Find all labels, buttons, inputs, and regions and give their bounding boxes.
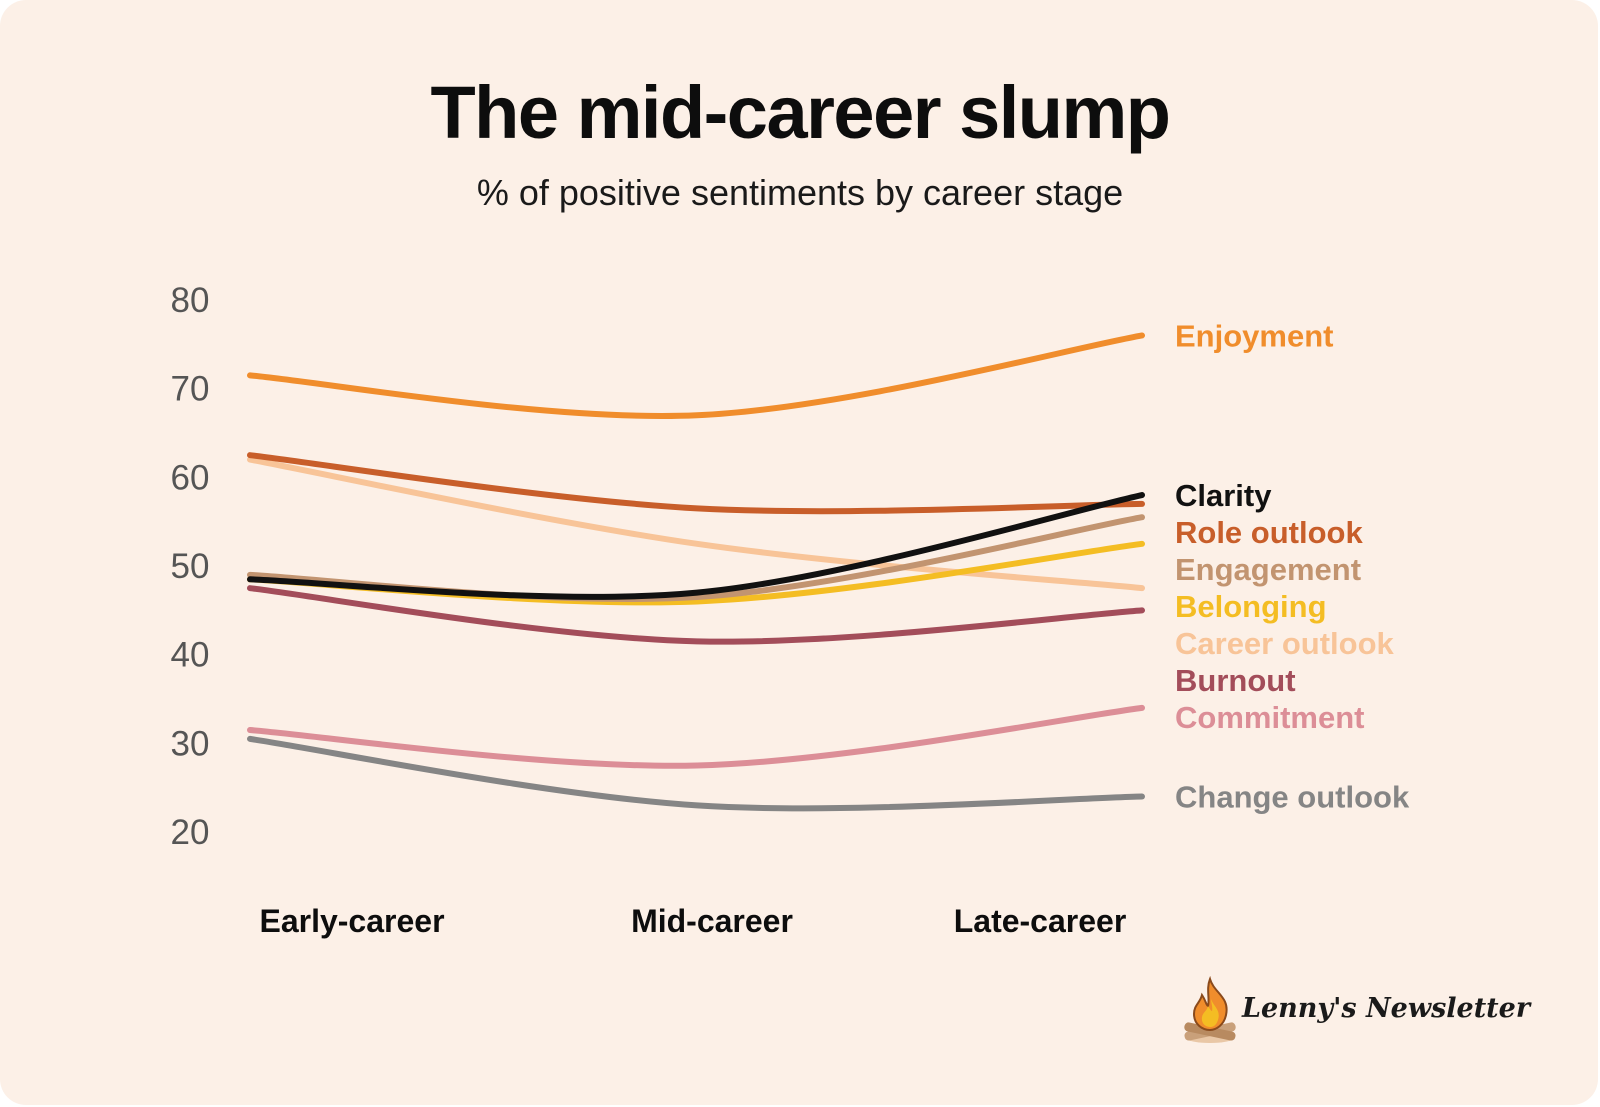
- series-line-career-outlook: [247, 456, 1145, 592]
- x-axis: Early-career Mid-career Late-career: [259, 903, 1126, 939]
- y-tick-label: 20: [171, 813, 210, 852]
- y-tick-label: 50: [171, 547, 210, 586]
- brand-logo: Lenny's Newsletter: [1180, 975, 1530, 1045]
- legend-label-clarity: Clarity: [1175, 478, 1272, 513]
- series-line-burnout: [247, 585, 1145, 645]
- series-line-role-outlook: [247, 452, 1145, 515]
- legend-label-career-outlook: Career outlook: [1175, 626, 1395, 661]
- series-line-change-outlook: [247, 735, 1145, 812]
- legend-label-role-outlook: Role outlook: [1175, 515, 1363, 550]
- series-line-commitment: [247, 704, 1145, 769]
- campfire-icon: [1184, 975, 1236, 1043]
- x-tick-label: Mid-career: [631, 903, 793, 939]
- legend-label-commitment: Commitment: [1175, 700, 1364, 735]
- y-tick-label: 40: [171, 636, 210, 675]
- y-tick-label: 30: [171, 724, 210, 763]
- brand-name: Lenny's Newsletter: [1242, 993, 1531, 1024]
- legend-label-burnout: Burnout: [1175, 663, 1296, 698]
- series-line-enjoyment: [247, 332, 1145, 419]
- x-tick-label: Late-career: [954, 903, 1127, 939]
- y-tick-label: 60: [171, 458, 210, 497]
- chart-subtitle: % of positive sentiments by career stage: [476, 172, 1124, 213]
- legend-label-enjoyment: Enjoyment: [1175, 318, 1333, 353]
- chart-title: The mid-career slump: [430, 71, 1171, 154]
- series-lines: [247, 332, 1145, 812]
- legend-label-belonging: Belonging: [1175, 589, 1327, 624]
- y-tick-label: 70: [171, 370, 210, 409]
- y-tick-label: 80: [171, 281, 210, 320]
- x-tick-label: Early-career: [259, 903, 444, 939]
- y-axis: 80 70 60 50 40 30 20: [171, 281, 210, 852]
- series-line-clarity: [247, 492, 1145, 600]
- legend-label-engagement: Engagement: [1175, 552, 1361, 587]
- legend-label-change-outlook: Change outlook: [1175, 780, 1410, 815]
